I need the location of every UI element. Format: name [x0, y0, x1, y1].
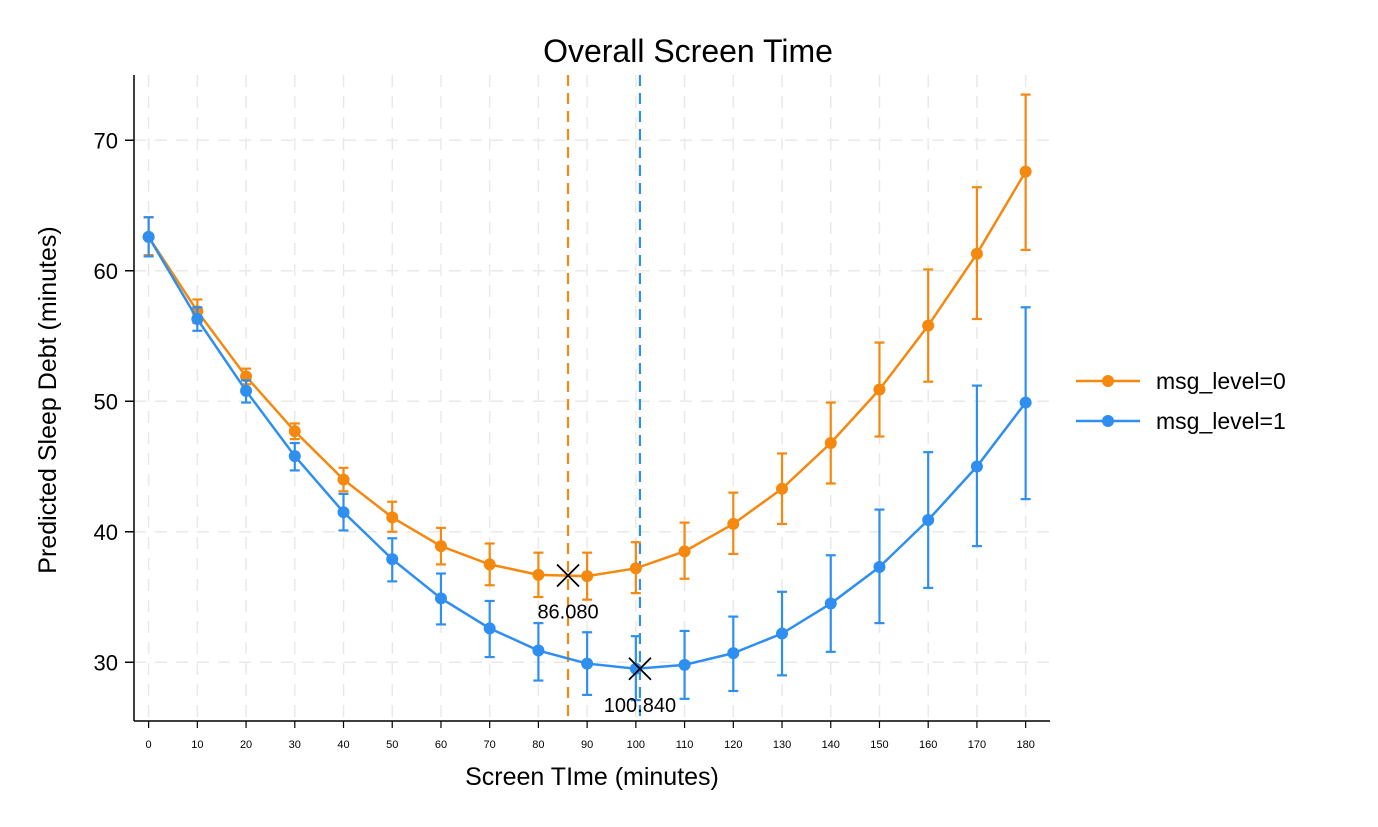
- data-point: [288, 425, 301, 438]
- x-tick-label: 110: [676, 739, 694, 751]
- y-tick-label: 40: [94, 520, 118, 545]
- x-tick-label: 170: [968, 739, 986, 751]
- data-point: [386, 553, 399, 566]
- data-point: [922, 319, 935, 332]
- data-point: [337, 506, 350, 519]
- data-point: [873, 383, 886, 396]
- annotation-label: 100.840: [604, 695, 676, 717]
- x-tick-label: 30: [289, 739, 301, 751]
- legend-marker: [1102, 375, 1114, 387]
- data-point: [727, 517, 740, 530]
- data-point: [191, 313, 204, 326]
- x-tick-label: 130: [773, 739, 791, 751]
- data-point: [483, 558, 496, 571]
- y-axis-title: Predicted Sleep Debt (minutes): [34, 226, 62, 573]
- data-point: [970, 460, 983, 473]
- data-point: [776, 627, 789, 640]
- x-tick-label: 100: [627, 739, 645, 751]
- legend: msg_level=0 msg_level=1: [1076, 368, 1286, 434]
- reference-lines: [566, 75, 642, 721]
- x-tick-label: 70: [484, 739, 496, 751]
- series: [142, 93, 1032, 702]
- x-tick-label: 90: [581, 739, 593, 751]
- data-point: [629, 562, 642, 575]
- grid: [134, 75, 1050, 721]
- y-tick-label: 50: [94, 389, 118, 414]
- data-point: [727, 647, 740, 660]
- x-tick-label: 120: [724, 739, 742, 751]
- y-tick-label: 60: [94, 259, 118, 284]
- x-tick-label: 50: [386, 739, 398, 751]
- x-tick-label: 60: [435, 739, 447, 751]
- legend-item-0: msg_level=0: [1076, 368, 1286, 394]
- x-tick-label: 0: [146, 739, 152, 751]
- data-point: [970, 247, 983, 260]
- x-tick-label: 140: [822, 739, 840, 751]
- x-tick-label: 180: [1016, 739, 1034, 751]
- legend-item-1: msg_level=1: [1076, 408, 1286, 434]
- annotation-label: 86.080: [537, 601, 598, 623]
- annotation-1: 100.840: [604, 657, 676, 717]
- y-tick-label: 30: [94, 650, 118, 675]
- data-point: [581, 570, 594, 583]
- data-point: [581, 657, 594, 670]
- x-marker: [556, 563, 580, 588]
- y-tick-label: 70: [94, 128, 118, 153]
- data-point: [629, 662, 642, 675]
- x-tick-label: 40: [337, 739, 349, 751]
- data-point: [1019, 165, 1032, 178]
- data-point: [776, 482, 789, 495]
- data-point: [824, 437, 837, 450]
- data-point: [532, 568, 545, 581]
- data-point: [678, 545, 691, 558]
- data-point: [873, 561, 886, 574]
- x-tick-label: 80: [532, 739, 544, 751]
- data-point: [240, 384, 253, 397]
- axes: 30 40 50 60 70 0 10 20 30 40 50 60 70 80 90 100 110 120 13…: [94, 75, 1050, 751]
- annotations: 86.080 100.840: [537, 563, 676, 717]
- legend-label: msg_level=0: [1156, 368, 1286, 394]
- data-point: [532, 644, 545, 657]
- x-tick-label: 20: [240, 739, 252, 751]
- data-point: [483, 622, 496, 635]
- data-point: [337, 473, 350, 486]
- data-point: [434, 540, 447, 553]
- data-point: [1019, 396, 1032, 409]
- data-point: [288, 450, 301, 463]
- data-point: [434, 592, 447, 605]
- data-point: [142, 230, 155, 243]
- data-point: [824, 597, 837, 610]
- x-marker: [628, 657, 652, 681]
- x-axis-title: Screen TIme (minutes): [465, 763, 719, 791]
- data-point: [922, 514, 935, 527]
- annotation-0: 86.080: [537, 563, 599, 623]
- data-point: [386, 511, 399, 524]
- x-tick-label: 10: [191, 739, 203, 751]
- data-point: [678, 658, 691, 671]
- series-1: [142, 216, 1032, 702]
- legend-marker: [1102, 415, 1114, 427]
- legend-label: msg_level=1: [1156, 408, 1286, 434]
- chart-title: Overall Screen Time: [543, 33, 833, 69]
- x-tick-label: 150: [870, 739, 888, 751]
- x-tick-label: 160: [919, 739, 937, 751]
